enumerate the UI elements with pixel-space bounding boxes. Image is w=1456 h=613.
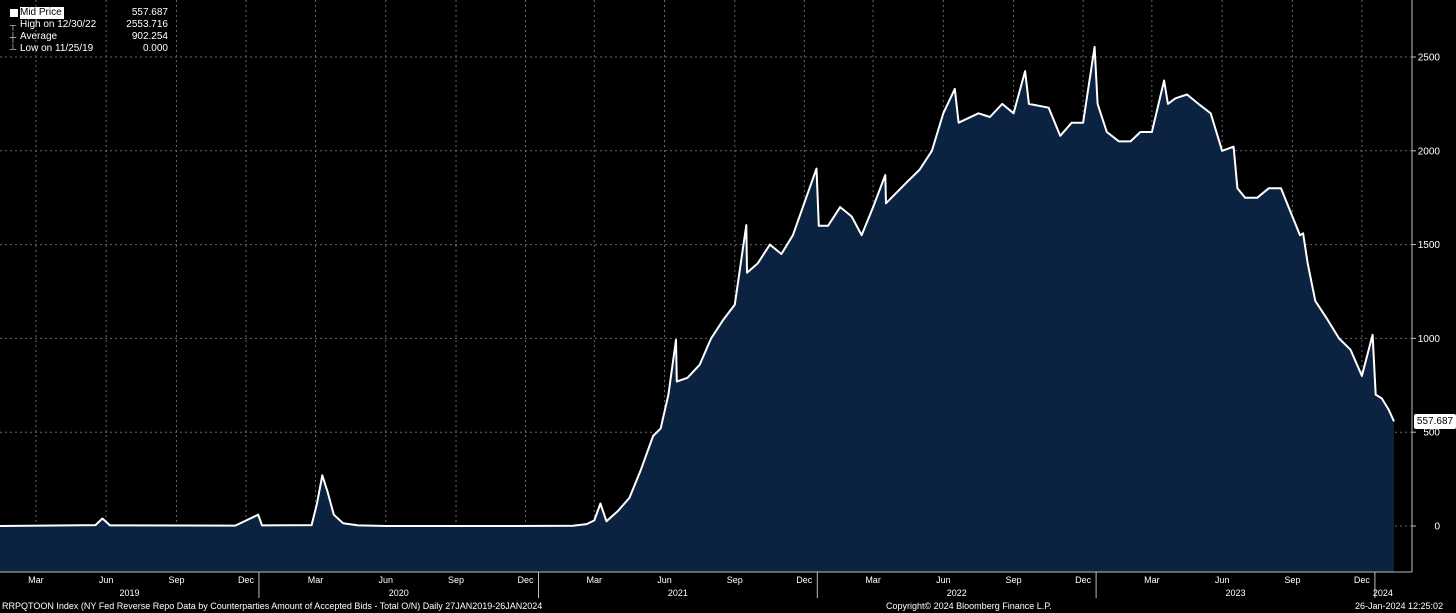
- x-month-label: Mar: [308, 575, 324, 585]
- x-year-label: 2022: [947, 588, 967, 598]
- x-month-label: Sep: [168, 575, 184, 585]
- legend-average-value: 902.254: [131, 31, 168, 42]
- x-month-label: Dec: [796, 575, 813, 585]
- x-month-label: Jun: [657, 575, 672, 585]
- x-month-label: Mar: [865, 575, 881, 585]
- x-month-label: Sep: [448, 575, 464, 585]
- legend-mid-value: 557.687: [131, 7, 168, 18]
- footer-timestamp: 26-Jan-2024 12:25:02: [1355, 601, 1444, 611]
- footer-copyright: Copyright© 2024 Bloomberg Finance L.P.: [886, 601, 1052, 611]
- legend-low-label: Low on 11/25/19: [20, 43, 94, 54]
- legend-square-icon: [6, 7, 20, 19]
- legend-high-value: 2553.716: [126, 19, 168, 30]
- y-tick-label: 500: [1423, 428, 1440, 439]
- x-month-label: Dec: [1354, 575, 1371, 585]
- legend-average-label: Average: [20, 31, 58, 42]
- y-tick-label: 0: [1434, 522, 1440, 533]
- y-tick-label: 1000: [1418, 334, 1441, 345]
- x-month-label: Dec: [238, 575, 255, 585]
- x-month-label: Sep: [1284, 575, 1300, 585]
- series-area: [0, 46, 1394, 572]
- x-month-label: Sep: [727, 575, 743, 585]
- legend-high: ┬ High on 12/30/22 2553.716: [6, 19, 168, 31]
- x-month-label: Jun: [99, 575, 114, 585]
- x-month-label: Mar: [587, 575, 603, 585]
- x-year-label: 2024: [1373, 588, 1393, 598]
- x-month-label: Jun: [1215, 575, 1230, 585]
- legend-average: ┼ Average 902.254: [6, 31, 168, 43]
- series-line: [0, 45, 1395, 527]
- x-month-label: Mar: [1144, 575, 1160, 585]
- x-month-label: Mar: [28, 575, 44, 585]
- x-year-label: 2021: [668, 588, 688, 598]
- legend-low: ┴ Low on 11/25/19 0.000: [6, 43, 168, 55]
- legend-mid: Mid Price 557.687: [6, 7, 168, 19]
- x-year-label: 2020: [389, 588, 409, 598]
- legend-average-marker-icon: ┼: [9, 32, 17, 42]
- legend-low-value: 0.000: [142, 43, 168, 54]
- x-year-label: 2019: [119, 588, 139, 598]
- legend-high-marker-icon: ┬: [9, 20, 17, 30]
- y-tick-label: 2000: [1418, 146, 1441, 157]
- x-month-label: Jun: [378, 575, 393, 585]
- y-tick-label: 2500: [1418, 53, 1441, 64]
- y-tick-label: 1500: [1418, 240, 1441, 251]
- x-month-label: Jun: [936, 575, 951, 585]
- legend-high-label: High on 12/30/22: [20, 19, 97, 30]
- legend-low-marker-icon: ┴: [9, 44, 17, 54]
- footer-ticker-description: RRPQTOON Index (NY Fed Reverse Repo Data…: [2, 601, 543, 611]
- x-month-label: Dec: [1075, 575, 1092, 585]
- x-month-label: Dec: [518, 575, 535, 585]
- x-month-label: Sep: [1006, 575, 1022, 585]
- legend-mid-label: Mid Price: [20, 7, 64, 19]
- legend: Mid Price 557.687 ┬ High on 12/30/22 255…: [6, 7, 168, 55]
- x-year-label: 2023: [1225, 588, 1245, 598]
- last-value-tag: 557.687: [1414, 414, 1456, 429]
